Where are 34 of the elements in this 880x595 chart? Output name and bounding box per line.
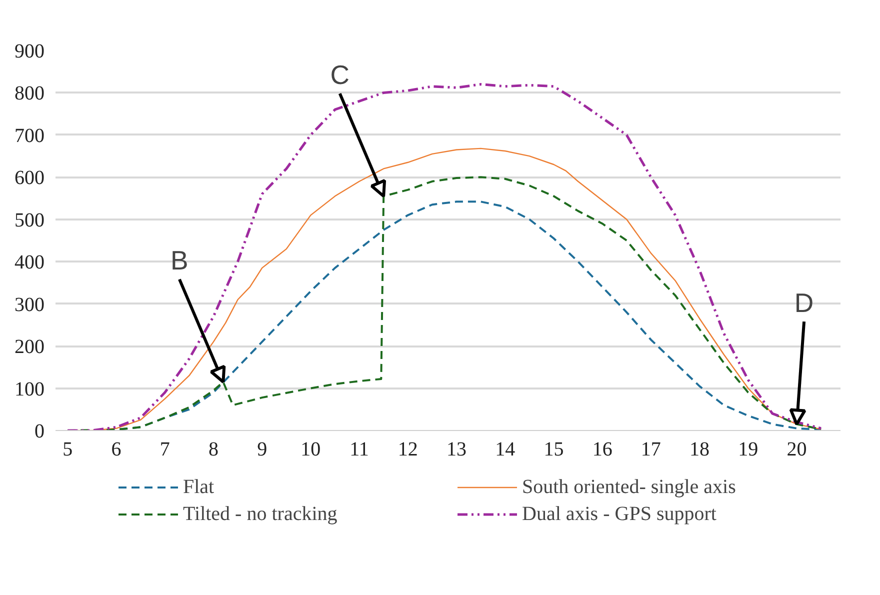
x-tick-label: 12 — [398, 438, 418, 460]
y-tick-label: 200 — [14, 336, 44, 358]
x-tick-label: 11 — [350, 438, 369, 460]
y-tick-label: 0 — [34, 420, 44, 442]
annotation: B — [170, 246, 188, 276]
x-tick-label: 14 — [495, 438, 516, 460]
x-tick-label: 6 — [111, 438, 122, 460]
x-tick-label: 15 — [544, 438, 564, 460]
y-tick-label: 400 — [14, 252, 44, 274]
y-tick-label: 700 — [14, 124, 44, 147]
x-tick-label: 19 — [738, 438, 758, 460]
x-tick-label: 17 — [640, 438, 661, 460]
legend-label: Dual axis - GPS support — [522, 502, 718, 526]
legend-label: Flat — [183, 476, 216, 498]
x-tick-label: 18 — [690, 438, 710, 460]
x-tick-label: 10 — [300, 438, 321, 460]
annotation: D — [794, 288, 814, 318]
x-tick-label: 13 — [446, 438, 467, 460]
x-tick-label: 20 — [786, 438, 807, 460]
x-tick-label: 7 — [160, 438, 170, 460]
y-tick-label: 100 — [14, 378, 44, 400]
y-tick-label: 500 — [14, 209, 44, 232]
x-tick-label: 9 — [257, 438, 268, 460]
y-tick-label: 300 — [14, 294, 44, 316]
x-tick-label: 16 — [592, 438, 612, 460]
y-tick-label: 800 — [14, 82, 44, 105]
legend-label: South oriented- single axis — [522, 476, 737, 498]
x-tick-label: 8 — [208, 438, 218, 460]
y-tick-label: 600 — [14, 167, 44, 190]
y-tick-label: 900 — [14, 40, 44, 62]
legend-label: Tilted - no tracking — [183, 502, 338, 526]
line-series — [66, 83, 822, 430]
x-tick-label: 5 — [62, 438, 73, 460]
annotation: C — [330, 60, 350, 90]
